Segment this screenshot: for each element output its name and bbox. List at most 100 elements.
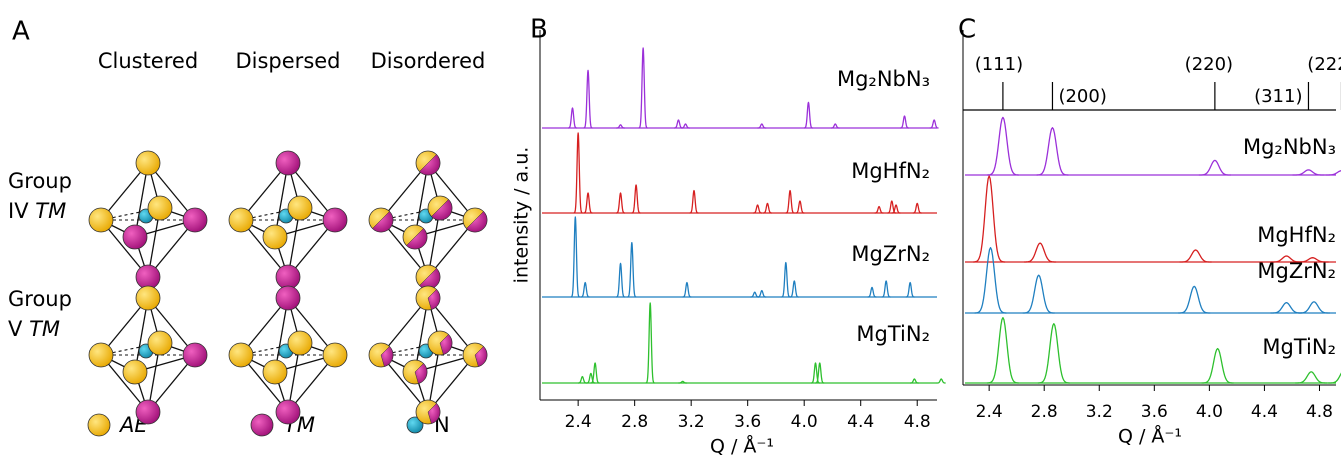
peak	[974, 246, 1007, 314]
atom	[262, 359, 288, 385]
peak	[881, 280, 891, 298]
peak	[803, 101, 814, 129]
peak	[1037, 323, 1070, 384]
reflection-label: (222)	[1307, 54, 1341, 75]
bond	[274, 297, 289, 373]
atom	[135, 264, 161, 290]
atom	[147, 330, 173, 356]
bond	[134, 162, 149, 238]
atom	[287, 330, 313, 356]
peak	[887, 200, 897, 214]
x-tick-label: 4.8	[904, 412, 931, 432]
row-header: V TM	[8, 317, 60, 341]
panel-label: A	[12, 17, 30, 47]
panel-label: C	[958, 15, 976, 45]
x-tick-label: 3.2	[678, 412, 705, 432]
atom	[135, 285, 161, 311]
x-tick-label: 4.0	[791, 412, 818, 432]
peak	[757, 289, 767, 298]
atom	[275, 150, 301, 176]
peak	[785, 189, 795, 214]
atom-fraction	[419, 154, 441, 176]
peak	[682, 281, 692, 298]
atom	[135, 150, 161, 176]
atom	[228, 207, 254, 233]
panel-label: B	[530, 15, 548, 45]
atom	[322, 342, 348, 368]
peak	[912, 202, 922, 214]
row-element: TM	[29, 317, 60, 341]
x-tick-label: 2.8	[1031, 402, 1058, 422]
peak	[973, 175, 1006, 263]
x-tick-label: 3.6	[1141, 402, 1168, 422]
peak	[1179, 249, 1212, 263]
x-tick-label: 2.4	[565, 412, 592, 432]
series-label: MgZrN₂	[1257, 259, 1336, 283]
atom-fraction	[380, 346, 394, 367]
peak	[689, 189, 699, 214]
peak	[1325, 170, 1341, 176]
x-tick-label: 3.6	[734, 412, 761, 432]
reflection-label: (200)	[1058, 86, 1106, 107]
peak	[567, 107, 578, 129]
bond	[414, 297, 429, 373]
series-label: Mg₂NbN₃	[1243, 135, 1336, 159]
atom	[147, 195, 173, 221]
atom-fraction	[439, 334, 453, 355]
x-tick-label: 4.0	[1196, 402, 1223, 422]
peak	[638, 47, 648, 129]
peak	[757, 123, 767, 129]
column-header: Clustered	[98, 49, 198, 73]
atom	[182, 342, 208, 368]
atom	[228, 342, 254, 368]
x-tick-label: 2.8	[621, 412, 648, 432]
atom-fraction	[427, 403, 441, 424]
peak	[1022, 274, 1055, 314]
peak	[986, 116, 1019, 176]
atom	[287, 195, 313, 221]
atom	[135, 399, 161, 425]
peak	[627, 241, 637, 298]
peak	[1292, 169, 1325, 176]
peak	[680, 123, 691, 129]
x-tick-label: 3.2	[1086, 402, 1113, 422]
row-header: Group	[8, 169, 72, 193]
peak	[673, 119, 684, 129]
x-tick-label: 4.8	[1306, 402, 1333, 422]
series-label: Mg₂NbN₃	[837, 67, 930, 91]
peak	[929, 119, 939, 129]
atom	[275, 264, 301, 290]
y-axis-label: intensity / a.u.	[511, 147, 533, 284]
legend-swatch	[87, 413, 111, 437]
peak	[814, 362, 825, 384]
peak	[570, 216, 581, 298]
peak	[677, 380, 688, 384]
series-label: MgZrN₂	[851, 242, 930, 266]
peak	[867, 286, 877, 298]
column-header: Dispersed	[235, 49, 340, 73]
atom-fraction	[419, 268, 441, 290]
peak	[1296, 257, 1329, 263]
atom-fraction	[406, 228, 428, 250]
bond	[274, 162, 289, 238]
atom	[182, 207, 208, 233]
series-label: MgHfN₂	[1257, 223, 1336, 247]
reflection-label: (311)	[1254, 86, 1302, 107]
reflection-label: (220)	[1185, 54, 1233, 75]
peak	[874, 205, 884, 214]
bond	[414, 162, 429, 238]
peak	[1201, 347, 1234, 384]
row-header: IV TM	[8, 199, 66, 223]
row-element: TM	[35, 199, 66, 223]
peak	[631, 184, 641, 214]
peak	[580, 281, 590, 298]
peak	[891, 204, 901, 214]
peak	[573, 132, 583, 214]
peak	[1297, 301, 1330, 314]
peak	[1036, 127, 1069, 176]
atom	[122, 359, 148, 385]
peak	[899, 115, 910, 129]
atom-fraction	[466, 211, 488, 233]
atom-fraction	[372, 211, 394, 233]
